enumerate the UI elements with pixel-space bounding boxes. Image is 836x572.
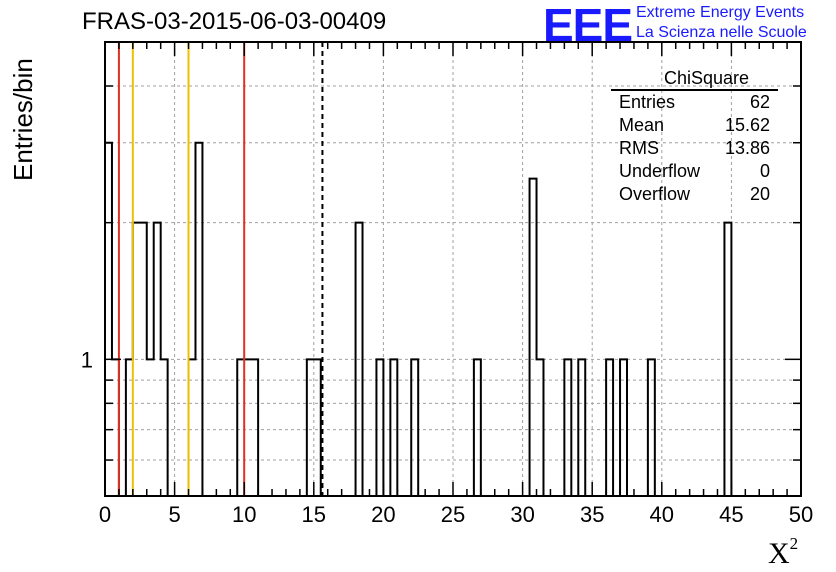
stats-row-rms: RMS 13.86 <box>611 137 778 160</box>
stats-row-overflow: Overflow 20 <box>611 183 778 206</box>
x-axis-label-sup: 2 <box>789 534 799 553</box>
x-tick-label: 10 <box>232 502 256 527</box>
stats-title: ChiSquare <box>611 67 778 91</box>
x-tick-label: 50 <box>789 502 813 527</box>
x-tick-label: 15 <box>302 502 326 527</box>
x-tick-label: 5 <box>168 502 180 527</box>
stats-row-entries: Entries 62 <box>611 91 778 114</box>
stats-label: Underflow <box>619 161 701 181</box>
x-axis-label: X2 <box>768 534 798 571</box>
stats-label: Overflow <box>619 184 691 204</box>
stats-label: Entries <box>619 92 676 112</box>
chart-title: FRAS-03-2015-06-03-00409 <box>82 8 387 35</box>
x-tick-label: 30 <box>510 502 534 527</box>
x-tick-label: 0 <box>99 502 111 527</box>
x-tick-label: 25 <box>441 502 465 527</box>
logo-subtitle-2: La Scienza nelle Scuole <box>636 24 807 41</box>
x-tick-label: 20 <box>371 502 395 527</box>
y-tick-label: 1 <box>81 347 93 372</box>
stats-row-mean: Mean 15.62 <box>611 114 778 137</box>
x-axis-label-base: X <box>768 537 790 570</box>
x-tick-label: 45 <box>719 502 743 527</box>
logo-subtitle-1: Extreme Energy Events <box>636 4 805 21</box>
stats-value: 62 <box>749 92 770 112</box>
stats-label: Mean <box>619 115 665 135</box>
stats-box: ChiSquare Entries 62 Mean 15.62 RMS 13.86 U… <box>611 67 778 206</box>
histogram-bin <box>530 179 537 496</box>
y-axis-label: Entries/bin <box>8 58 38 181</box>
histogram-bin <box>195 143 202 496</box>
stats-label: RMS <box>619 138 659 158</box>
histogram-bin <box>105 143 112 496</box>
x-tick-label: 35 <box>580 502 604 527</box>
stats-value: 13.86 <box>724 138 770 158</box>
eee-logo: EEE <box>543 0 633 51</box>
x-tick-label: 40 <box>650 502 674 527</box>
stats-value: 20 <box>749 184 770 204</box>
stats-value: 15.62 <box>724 115 770 135</box>
stats-row-underflow: Underflow 0 <box>611 160 778 183</box>
stats-value: 0 <box>759 161 770 181</box>
